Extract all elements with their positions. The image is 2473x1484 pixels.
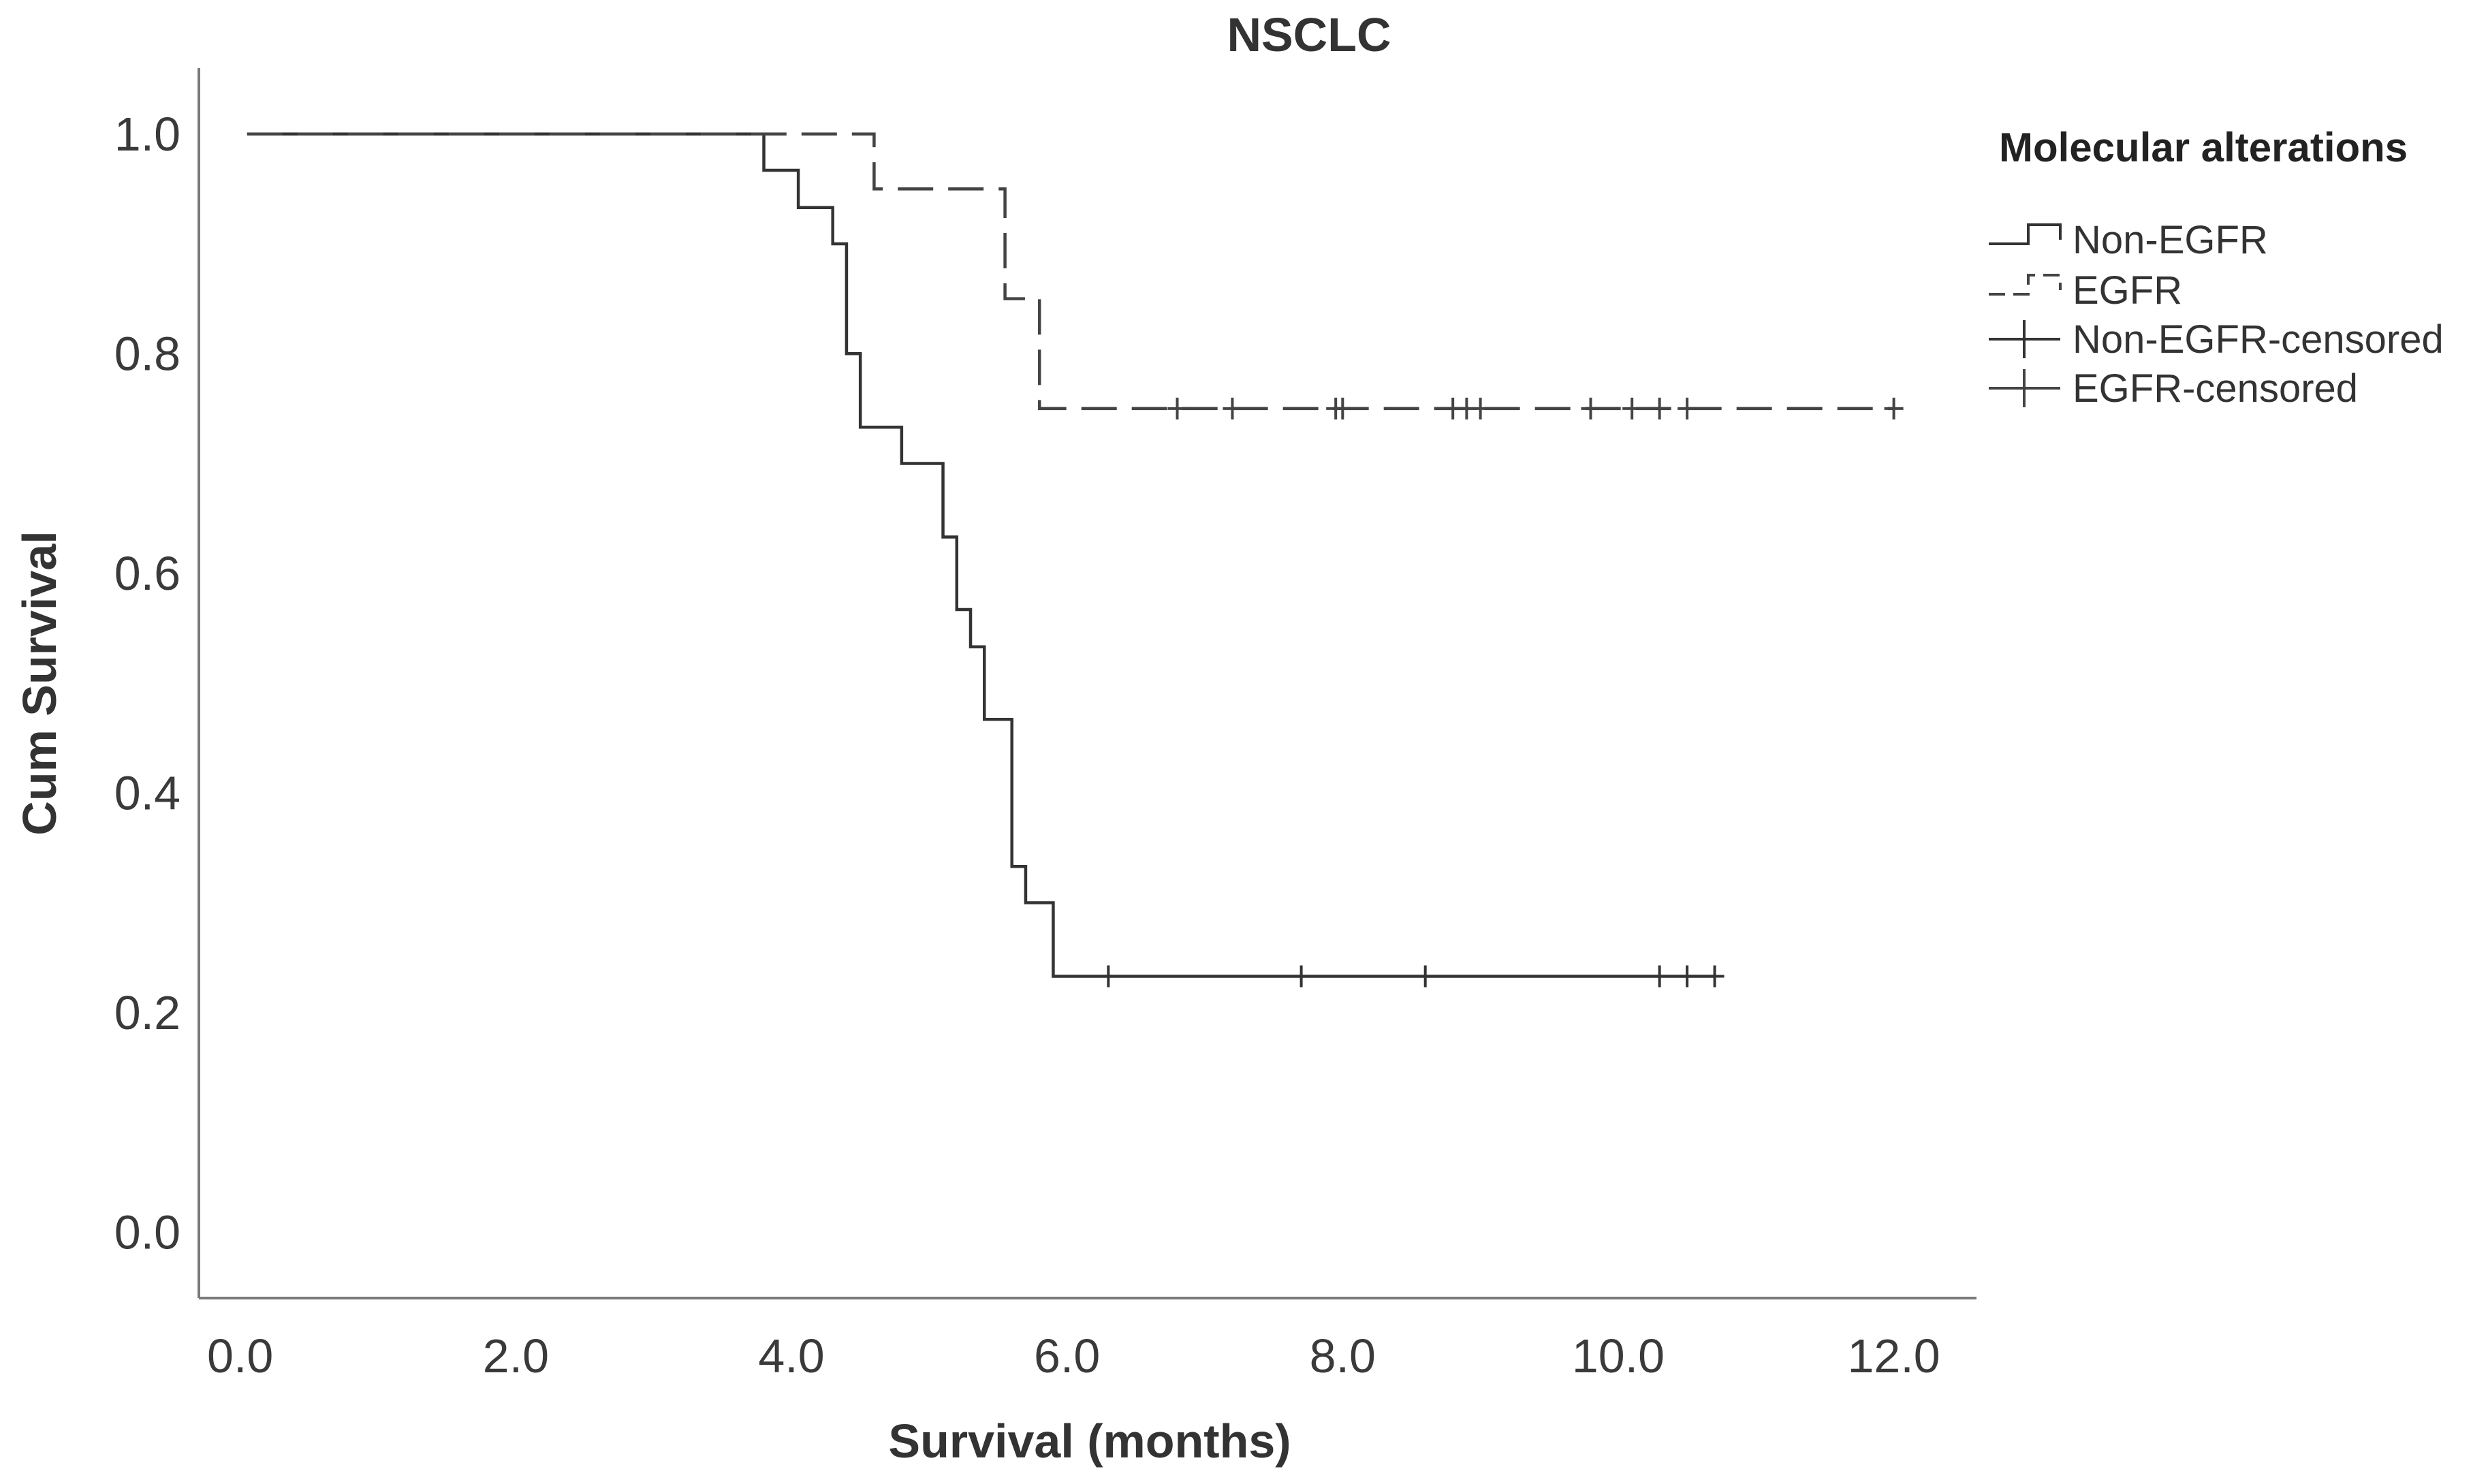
censor-mark-egfr (1650, 397, 1669, 420)
censor-mark-non-egfr (1677, 965, 1697, 988)
x-tick-label: 2.0 (483, 1329, 549, 1383)
censor-mark-non-egfr (1705, 965, 1724, 988)
series-line-egfr (247, 132, 1894, 411)
censor-mark-egfr (1884, 397, 1904, 420)
legend-swatch-egfr-censored (1989, 369, 2060, 407)
censor-mark-egfr (1677, 397, 1697, 420)
legend-swatch-egfr (1989, 274, 2062, 296)
y-tick-label: 0.8 (114, 327, 180, 380)
x-axis-title: Survival (months) (888, 1415, 1291, 1468)
censor-mark-egfr (1223, 397, 1242, 420)
y-axis-title: Cum Survival (13, 531, 66, 835)
censor-mark-egfr (1333, 397, 1353, 420)
x-tick-labels: 0.0 2.0 4.0 6.0 8.0 10.0 12.0 (207, 1329, 1940, 1383)
censor-mark-egfr (1581, 397, 1601, 420)
chart-title: NSCLC (1227, 8, 1391, 61)
x-tick-label: 10.0 (1572, 1329, 1665, 1383)
censor-mark-non-egfr (1099, 965, 1118, 988)
y-tick-label: 1.0 (114, 108, 180, 161)
x-tick-label: 6.0 (1034, 1329, 1100, 1383)
censor-mark-egfr (1167, 397, 1187, 420)
censor-mark-non-egfr (1415, 965, 1435, 988)
censor-mark-egfr (1470, 397, 1490, 420)
series-layer (247, 132, 1904, 988)
axes (198, 68, 1976, 1299)
x-tick-label: 12.0 (1847, 1329, 1940, 1383)
y-tick-labels: 0.0 0.2 0.4 0.6 0.8 1.0 (114, 108, 180, 1259)
x-tick-label: 0.0 (207, 1329, 273, 1383)
y-tick-label: 0.2 (114, 986, 180, 1039)
censor-mark-egfr (1622, 397, 1642, 420)
legend-label-non-egfr-censored: Non-EGFR-censored (2073, 317, 2444, 362)
censor-mark-non-egfr (1291, 965, 1311, 988)
y-tick-label: 0.0 (114, 1205, 180, 1259)
legend-title: Molecular alterations (1999, 125, 2408, 170)
y-tick-label: 0.4 (114, 766, 180, 819)
y-tick-label: 0.6 (114, 547, 180, 600)
censor-mark-non-egfr (1650, 965, 1669, 988)
series-line-non-egfr (247, 132, 1715, 978)
legend-label-egfr-censored: EGFR-censored (2073, 366, 2358, 411)
legend-label-non-egfr: Non-EGFR (2073, 218, 2268, 262)
legend: Molecular alterations Non-EGFR EGFR Non-… (1989, 125, 2444, 411)
x-tick-label: 8.0 (1310, 1329, 1376, 1383)
legend-swatch-non-egfr (1989, 223, 2062, 245)
legend-swatch-non-egfr-censored (1989, 320, 2060, 358)
legend-label-egfr: EGFR (2073, 268, 2182, 313)
x-tick-label: 4.0 (758, 1329, 824, 1383)
